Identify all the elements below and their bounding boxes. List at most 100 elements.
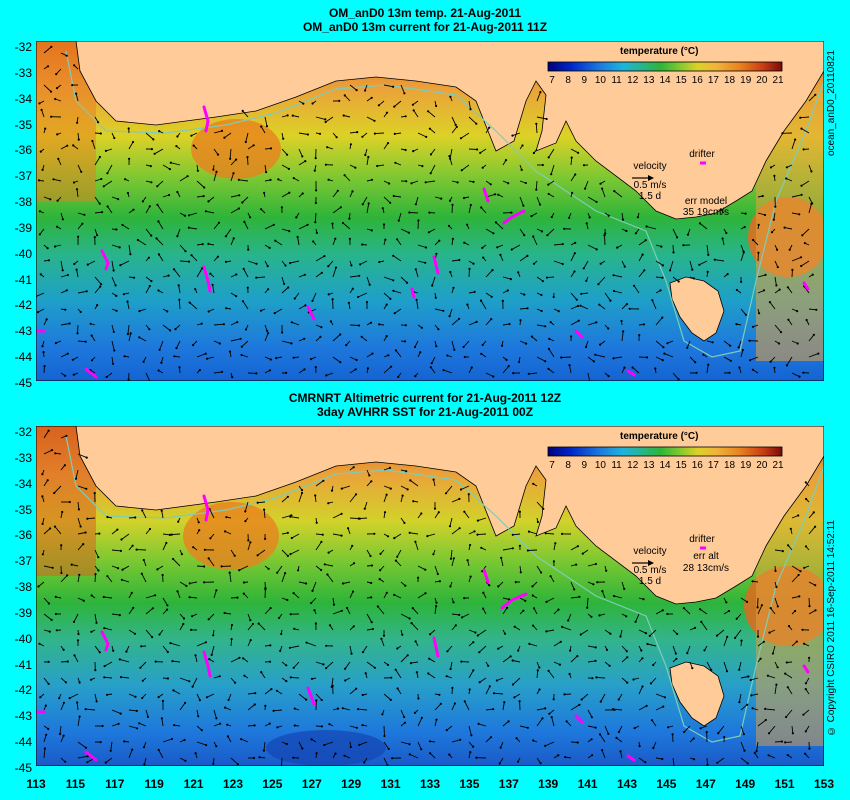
current-arrowhead [699, 727, 702, 730]
current-arrowhead [38, 233, 41, 236]
current-arrowhead [482, 607, 485, 610]
current-arrowhead [156, 203, 159, 206]
current-arrow [461, 164, 470, 171]
longitude-label: 123 [222, 777, 244, 791]
current-arrowhead [557, 310, 560, 313]
current-arrowhead [86, 761, 89, 764]
current-arrow [241, 340, 249, 348]
current-arrowhead [358, 517, 361, 520]
current-arrow [315, 255, 325, 262]
current-arrowhead [746, 703, 749, 706]
current-arrow [43, 196, 51, 200]
drifter-track [626, 754, 636, 762]
current-arrowhead [198, 369, 201, 372]
current-arrowhead [705, 730, 708, 734]
colorbar-tick-label: 21 [772, 460, 784, 471]
current-arrow [111, 529, 118, 535]
current-arrowhead [526, 726, 529, 729]
current-arrow [263, 509, 266, 519]
current-arrowhead [356, 131, 359, 134]
current-arrow [604, 235, 606, 246]
current-arrowhead [54, 595, 57, 598]
drifter-track [802, 281, 810, 291]
current-arrow [383, 725, 385, 737]
colorbar-tick-label: 11 [611, 460, 622, 471]
current-arrow [485, 228, 494, 234]
drifter-track [574, 329, 584, 339]
current-arrow [206, 693, 215, 698]
latitude-label: -45 [14, 761, 32, 775]
current-arrow [205, 210, 215, 214]
current-arrow [400, 654, 409, 663]
current-arrowhead [314, 622, 317, 625]
current-arrow [383, 366, 392, 374]
current-arrow [245, 132, 249, 143]
current-arrowhead [594, 353, 597, 356]
top-title-1: OM_anD0 13m temp. 21-Aug-2011 [328, 6, 522, 20]
current-arrowhead [541, 717, 544, 720]
current-arrowhead [173, 724, 176, 727]
current-arrow [621, 303, 628, 310]
current-arrowhead [552, 295, 555, 299]
current-arrowhead [95, 621, 98, 624]
current-arrowhead [490, 295, 493, 298]
current-arrowhead [447, 224, 451, 227]
current-arrowhead [106, 172, 109, 175]
colorbar-tick-label: 15 [675, 460, 687, 471]
current-arrowhead [216, 153, 220, 156]
current-arrowhead [56, 133, 59, 136]
current-arrowhead [42, 351, 45, 354]
current-arrow [561, 356, 572, 358]
current-arrowhead [243, 674, 246, 677]
current-arrow [60, 274, 69, 278]
current-arrowhead [397, 219, 400, 222]
current-arrow [468, 204, 472, 214]
current-arrowhead [393, 312, 396, 315]
current-arrow [120, 676, 130, 679]
current-arrow [757, 605, 763, 615]
current-arrow [128, 749, 133, 759]
current-arrowhead [161, 699, 165, 703]
current-arrowhead [147, 256, 150, 259]
current-arrowhead [677, 378, 680, 381]
current-arrow [364, 501, 368, 509]
current-arrow [77, 501, 80, 510]
current-arrowhead [426, 535, 429, 538]
current-arrowhead [65, 54, 68, 57]
current-arrowhead [507, 720, 510, 723]
current-arrow [349, 517, 359, 520]
current-arrowhead [268, 369, 272, 372]
current-arrowhead [479, 151, 482, 154]
current-arrowhead [585, 279, 588, 282]
current-arrowhead [361, 203, 364, 206]
current-arrowhead [776, 605, 779, 608]
current-arrow [621, 645, 628, 652]
current-arrowhead [394, 161, 397, 164]
current-arrow [477, 517, 487, 522]
current-arrowhead [470, 366, 473, 369]
top-side-label: ocean_anD0_20110821 [826, 50, 837, 157]
current-arrowhead [591, 677, 594, 680]
current-arrowhead [379, 569, 382, 572]
current-arrowhead [445, 729, 448, 732]
longitude-label: 127 [301, 777, 322, 791]
current-arrowhead [60, 544, 63, 547]
current-arrow [570, 292, 578, 300]
current-arrow [395, 350, 402, 358]
colorbar-tick-label: 9 [581, 460, 588, 471]
current-arrow [567, 613, 572, 621]
current-arrowhead [648, 634, 651, 637]
current-arrow [706, 661, 712, 671]
current-arrow [179, 581, 187, 587]
current-arrowhead [103, 627, 106, 630]
current-arrow [460, 132, 470, 139]
current-arrowhead [578, 703, 581, 706]
current-arrowhead [404, 115, 407, 118]
longitude-label: 153 [813, 777, 835, 791]
current-arrowhead [397, 375, 400, 379]
current-arrowhead [262, 749, 265, 752]
current-arrowhead [565, 720, 568, 723]
current-arrow [502, 607, 508, 615]
current-arrow [243, 268, 249, 278]
current-arrowhead [459, 488, 463, 491]
